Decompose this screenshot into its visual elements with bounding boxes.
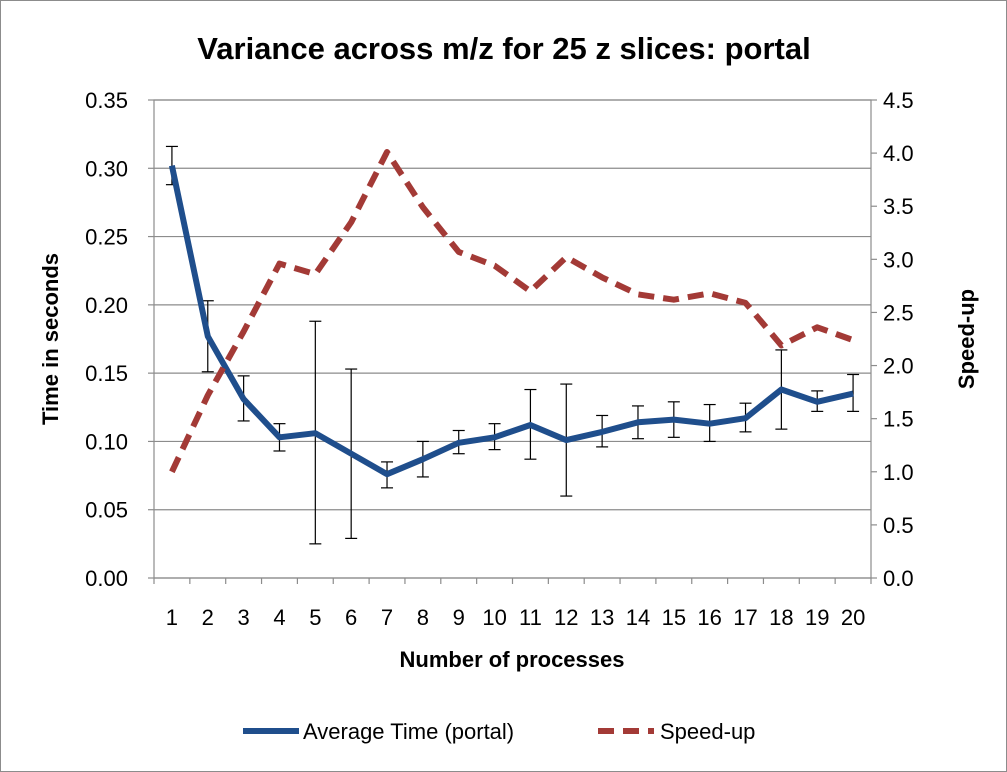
y-axis-left-label: Time in seconds xyxy=(38,253,63,425)
x-tick-label: 2 xyxy=(202,605,214,630)
x-axis-label: Number of processes xyxy=(400,647,625,672)
x-tick-label: 5 xyxy=(309,605,321,630)
x-tick-label: 11 xyxy=(519,605,542,630)
error-bar xyxy=(847,373,860,412)
y-right-tick-label: 1.5 xyxy=(883,407,914,432)
y-axis-left-ticks: 0.00 0.05 0.10 0.15 0.20 0.25 0.30 0.35 xyxy=(85,88,154,591)
x-tick-label: 10 xyxy=(482,605,506,630)
x-tick-label: 16 xyxy=(697,605,721,630)
y-left-tick-label: 0.20 xyxy=(85,293,128,318)
y-left-tick-label: 0.00 xyxy=(85,566,128,591)
x-tick-label: 8 xyxy=(417,605,429,630)
y-right-tick-label: 4.5 xyxy=(883,88,914,113)
y-left-tick-label: 0.30 xyxy=(85,156,128,181)
y-left-tick-label: 0.05 xyxy=(85,498,128,523)
series-line-average-time xyxy=(168,164,854,478)
error-bars xyxy=(165,145,860,545)
x-tick-label: 7 xyxy=(381,605,393,630)
x-tick-label: 3 xyxy=(238,605,250,630)
x-tick-label: 17 xyxy=(733,605,757,630)
legend-label-speed-up: Speed-up xyxy=(660,719,755,744)
legend-label-average-time: Average Time (portal) xyxy=(303,719,514,744)
y-right-tick-label: 4.0 xyxy=(883,141,914,166)
y-left-tick-label: 0.25 xyxy=(85,225,128,250)
gridlines xyxy=(154,99,871,579)
y-right-tick-label: 1.0 xyxy=(883,460,914,485)
y-right-tick-label: 0.5 xyxy=(883,513,914,538)
y-axis-right-label: Speed-up xyxy=(954,289,979,389)
x-tick-label: 14 xyxy=(626,605,650,630)
series-line-speed-up xyxy=(169,149,855,474)
x-tick-label: 19 xyxy=(805,605,829,630)
y-right-tick-label: 2.5 xyxy=(883,300,914,325)
x-tick-label: 13 xyxy=(590,605,614,630)
x-tick-label: 15 xyxy=(662,605,686,630)
x-tick-label: 6 xyxy=(345,605,357,630)
y-right-tick-label: 3.5 xyxy=(883,194,914,219)
series-lines xyxy=(168,149,855,478)
x-tick-label: 1 xyxy=(166,605,178,630)
x-tick-label: 18 xyxy=(769,605,793,630)
y-right-tick-label: 3.0 xyxy=(883,247,914,272)
x-axis-ticks: 1 2 3 4 5 6 7 8 9 10 11 12 13 14 15 16 17 18 19 20 xyxy=(153,578,872,630)
y-left-tick-label: 0.15 xyxy=(85,361,128,386)
y-left-tick-label: 0.35 xyxy=(85,88,128,113)
y-axis-right-ticks: 0.0 0.5 1.0 1.5 2.0 2.5 3.0 3.5 4.0 4.5 xyxy=(871,88,914,591)
x-tick-label: 4 xyxy=(273,605,285,630)
x-tick-label: 12 xyxy=(554,605,578,630)
y-left-tick-label: 0.10 xyxy=(85,429,128,454)
y-right-tick-label: 2.0 xyxy=(883,354,914,379)
y-right-tick-label: 0.0 xyxy=(883,566,914,591)
x-tick-label: 20 xyxy=(841,605,865,630)
chart-title: Variance across m/z for 25 z slices: por… xyxy=(197,31,810,66)
legend: Average Time (portal) Speed-up xyxy=(243,719,755,744)
plot-area-frame xyxy=(153,99,872,579)
x-tick-label: 9 xyxy=(453,605,465,630)
